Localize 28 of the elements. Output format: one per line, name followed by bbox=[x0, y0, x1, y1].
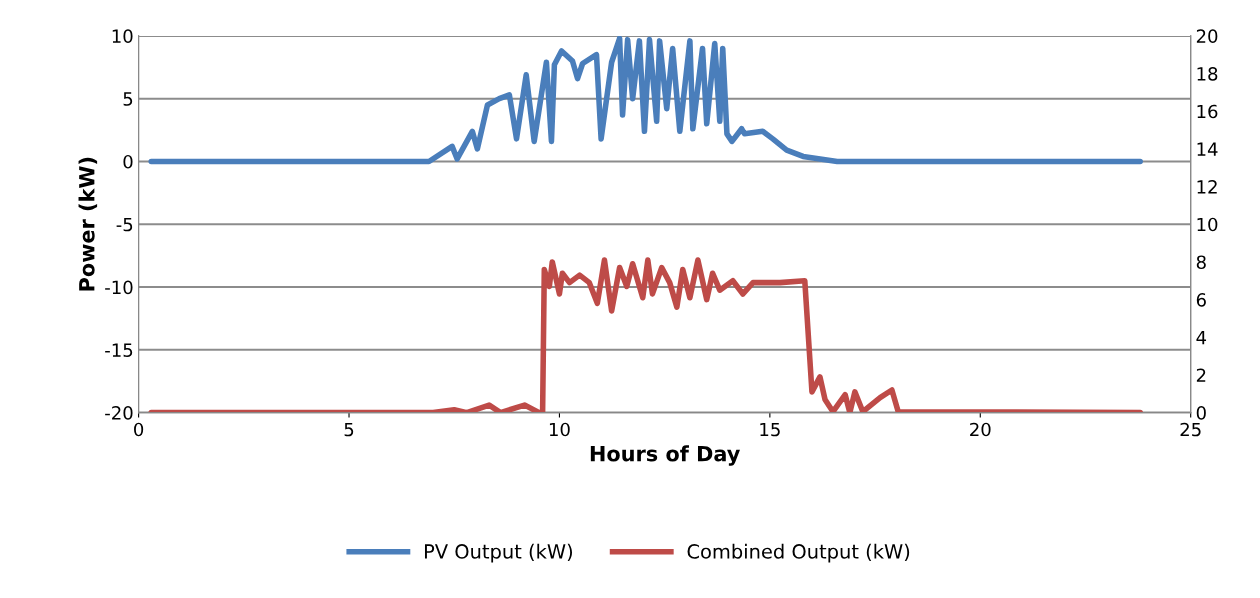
x-tick-label: 10 bbox=[549, 422, 570, 437]
y2-tick-label: 20 bbox=[1196, 29, 1218, 43]
y2-tick-label: 14 bbox=[1197, 142, 1218, 156]
y-tick-label: -15 bbox=[105, 343, 133, 357]
x-tick-label: 25 bbox=[1180, 422, 1201, 437]
y2-tick-label: 16 bbox=[1197, 104, 1218, 119]
y-tick-label: -10 bbox=[105, 280, 133, 295]
y2-tick-label: 12 bbox=[1197, 180, 1217, 194]
y-tick-label: 0 bbox=[123, 154, 133, 169]
y2-tick-label: 8 bbox=[1196, 255, 1206, 270]
x-tick-label: 20 bbox=[970, 422, 991, 437]
y-tick-label: -20 bbox=[105, 406, 133, 420]
y2-tick-label: 4 bbox=[1196, 330, 1207, 345]
legend-label: Combined Output (kW) bbox=[687, 543, 910, 563]
y2-tick-label: 10 bbox=[1197, 217, 1218, 232]
x-tick-label: 0 bbox=[134, 422, 144, 437]
x-axis-title: Hours of Day bbox=[590, 445, 740, 466]
y2-tick-label: 6 bbox=[1196, 293, 1206, 307]
y-tick-label: 10 bbox=[112, 29, 133, 43]
y2-tick-label: 18 bbox=[1197, 67, 1218, 81]
y2-tick-label: 0 bbox=[1196, 406, 1206, 420]
x-tick-label: 5 bbox=[344, 422, 354, 437]
legend-label: PV Output (kW) bbox=[424, 543, 573, 563]
y-tick-label: 5 bbox=[123, 92, 133, 106]
y2-tick-label: 2 bbox=[1196, 368, 1206, 382]
y-tick-label: -5 bbox=[116, 217, 133, 232]
y-axis-title: Power (kW) bbox=[78, 157, 98, 291]
x-tick-label: 15 bbox=[760, 422, 780, 437]
